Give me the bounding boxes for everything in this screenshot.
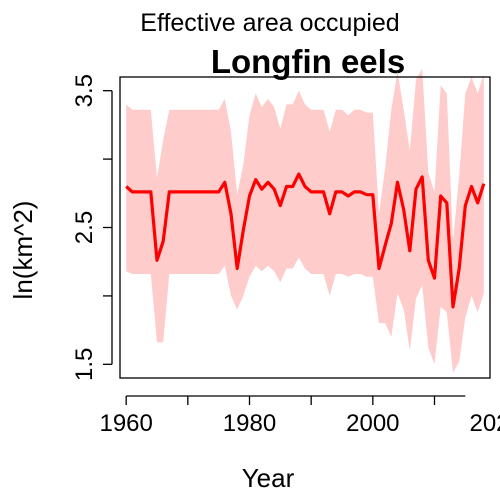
y-tick-label: 1.5 — [71, 348, 98, 381]
confidence-band — [126, 68, 484, 373]
y-axis-title: ln(km^2) — [8, 201, 38, 300]
chart-subtitle: Effective area occupied — [140, 9, 399, 37]
x-axis: 1960 1980 2000 2020 — [99, 395, 500, 437]
x-tick-label: 1980 — [223, 410, 276, 437]
x-axis-title: Year — [242, 463, 295, 493]
x-tick-label: 2020 — [469, 410, 500, 437]
x-tick-label: 2000 — [346, 410, 399, 437]
y-tick-label: 2.5 — [71, 211, 98, 244]
series-line — [125, 172, 486, 309]
chart-title: Longfin eels — [211, 43, 405, 80]
x-tick-label: 1960 — [99, 410, 152, 437]
y-tick-label: 3.5 — [71, 74, 98, 107]
y-axis: 1.5 2.5 3.5 — [71, 74, 113, 381]
plot-border — [119, 76, 491, 379]
plot-area — [125, 68, 486, 373]
